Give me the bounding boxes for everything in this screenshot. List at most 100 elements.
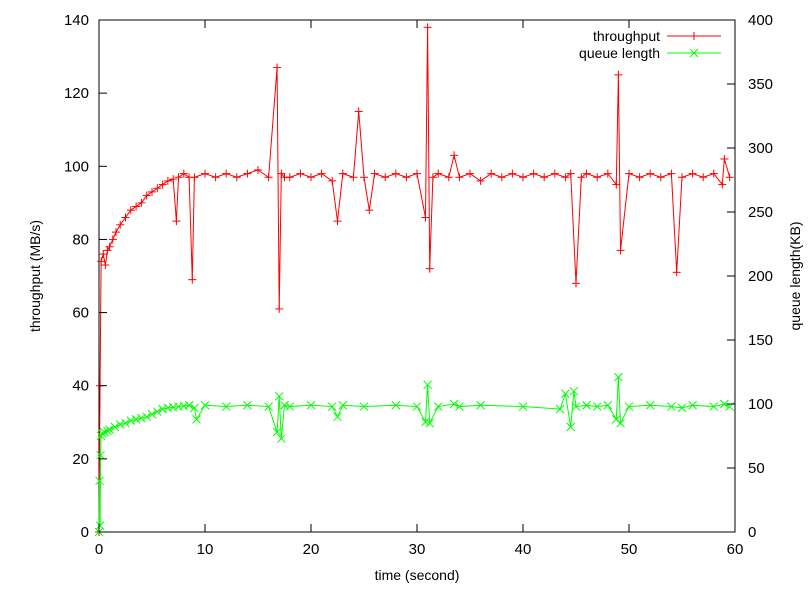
data-point-queue-length: [667, 402, 676, 411]
data-point-throughput: [333, 217, 342, 226]
legend-label-queue-length: queue length: [579, 45, 660, 61]
data-point-throughput: [370, 169, 379, 178]
data-point-throughput: [450, 151, 459, 160]
y2-tick-label: 50: [748, 460, 765, 477]
data-point-queue-length: [142, 412, 152, 422]
data-point-queue-length: [476, 400, 485, 410]
x-tick-label: 60: [727, 541, 744, 558]
y-tick-label: 100: [64, 158, 89, 175]
data-point-throughput: [428, 173, 437, 182]
data-point-queue-length: [103, 426, 112, 436]
y2-tick-label: 0: [748, 524, 756, 541]
x-tick-label: 50: [621, 541, 638, 558]
data-point-throughput: [132, 202, 141, 211]
data-point-throughput: [391, 169, 400, 178]
data-point-throughput: [402, 173, 411, 182]
data-point-throughput: [425, 264, 434, 273]
data-point-queue-length: [423, 380, 432, 390]
data-point-queue-length: [306, 400, 316, 410]
data-point-queue-length: [582, 400, 591, 410]
data-point-throughput: [126, 206, 135, 215]
data-point-throughput: [116, 220, 125, 229]
data-point-throughput: [174, 173, 183, 182]
data-point-queue-length: [95, 476, 104, 486]
data-point-throughput: [625, 169, 633, 178]
data-point-throughput: [635, 173, 644, 182]
data-point-throughput: [99, 250, 108, 259]
data-point-throughput: [540, 173, 549, 182]
x-tick-label: 20: [303, 541, 320, 558]
data-point-queue-length: [200, 400, 210, 410]
data-point-queue-length: [455, 402, 464, 411]
data-point-throughput: [360, 173, 368, 182]
data-point-throughput: [285, 173, 294, 182]
data-point-throughput: [307, 173, 315, 182]
data-point-queue-length: [518, 402, 528, 411]
data-point-throughput: [529, 169, 538, 178]
data-point-queue-length: [184, 400, 194, 410]
data-point-throughput: [612, 180, 621, 189]
data-point-queue-length: [645, 400, 655, 410]
data-point-throughput: [137, 198, 146, 207]
data-point-throughput: [616, 246, 625, 255]
y2-tick-label: 200: [748, 268, 773, 285]
data-point-throughput: [709, 169, 718, 178]
y2-tick-label: 300: [748, 140, 773, 157]
data-point-queue-length: [264, 402, 273, 411]
ticks-group: 0 10 20 30 40 50 60020406080100120140050100150…: [64, 12, 773, 558]
data-point-throughput: [211, 173, 220, 182]
data-point-throughput: [264, 173, 273, 182]
data-point-queue-length: [272, 427, 282, 437]
data-point-throughput: [277, 169, 286, 178]
data-point-throughput: [338, 169, 347, 178]
data-point-throughput: [158, 180, 167, 189]
data-point-throughput: [519, 173, 527, 182]
data-point-queue-length: [720, 399, 729, 409]
data-point-throughput: [121, 213, 130, 222]
data-point-throughput: [672, 268, 681, 277]
data-point-throughput: [582, 169, 591, 178]
data-point-throughput: [497, 173, 506, 182]
data-point-throughput: [296, 169, 305, 178]
data-point-queue-length: [95, 521, 105, 530]
data-point-throughput: [232, 173, 241, 182]
data-point-queue-length: [221, 402, 231, 411]
data-point-queue-length: [131, 415, 141, 424]
data-point-queue-length: [359, 402, 369, 411]
y-tick-label: 0: [81, 524, 89, 541]
data-point-throughput: [550, 169, 559, 178]
series-line-queue-length: [98, 377, 730, 533]
data-point-throughput: [349, 173, 358, 182]
data-point-throughput: [699, 173, 708, 182]
data-point-queue-length: [592, 402, 602, 411]
series-throughput: [95, 23, 734, 536]
series-queue-length: [94, 372, 735, 537]
y-tick-label: 20: [72, 451, 89, 468]
data-point-throughput: [466, 169, 474, 178]
y2-tick-label: 250: [748, 204, 773, 221]
data-point-throughput: [718, 180, 727, 189]
y2-tick-label: 400: [748, 12, 773, 29]
data-point-throughput: [667, 169, 676, 178]
data-point-throughput: [179, 169, 188, 178]
data-point-throughput: [487, 169, 496, 178]
data-point-throughput: [101, 261, 110, 270]
data-point-queue-length: [276, 434, 286, 443]
legend-marker-queue-length: [689, 48, 699, 58]
data-point-queue-length: [158, 404, 167, 414]
data-point-throughput: [111, 228, 120, 237]
data-point-throughput: [201, 169, 209, 178]
data-point-queue-length: [96, 450, 105, 460]
data-point-queue-length: [677, 403, 687, 413]
data-point-queue-length: [709, 402, 719, 411]
data-point-queue-length: [555, 404, 565, 414]
data-point-throughput: [103, 246, 112, 255]
y-tick-label: 140: [64, 12, 89, 29]
x-tick-label: 40: [515, 541, 532, 558]
data-point-throughput: [317, 169, 326, 178]
data-point-throughput: [561, 173, 570, 182]
data-point-queue-length: [333, 412, 342, 422]
data-point-throughput: [508, 169, 517, 178]
data-point-queue-length: [105, 425, 114, 434]
